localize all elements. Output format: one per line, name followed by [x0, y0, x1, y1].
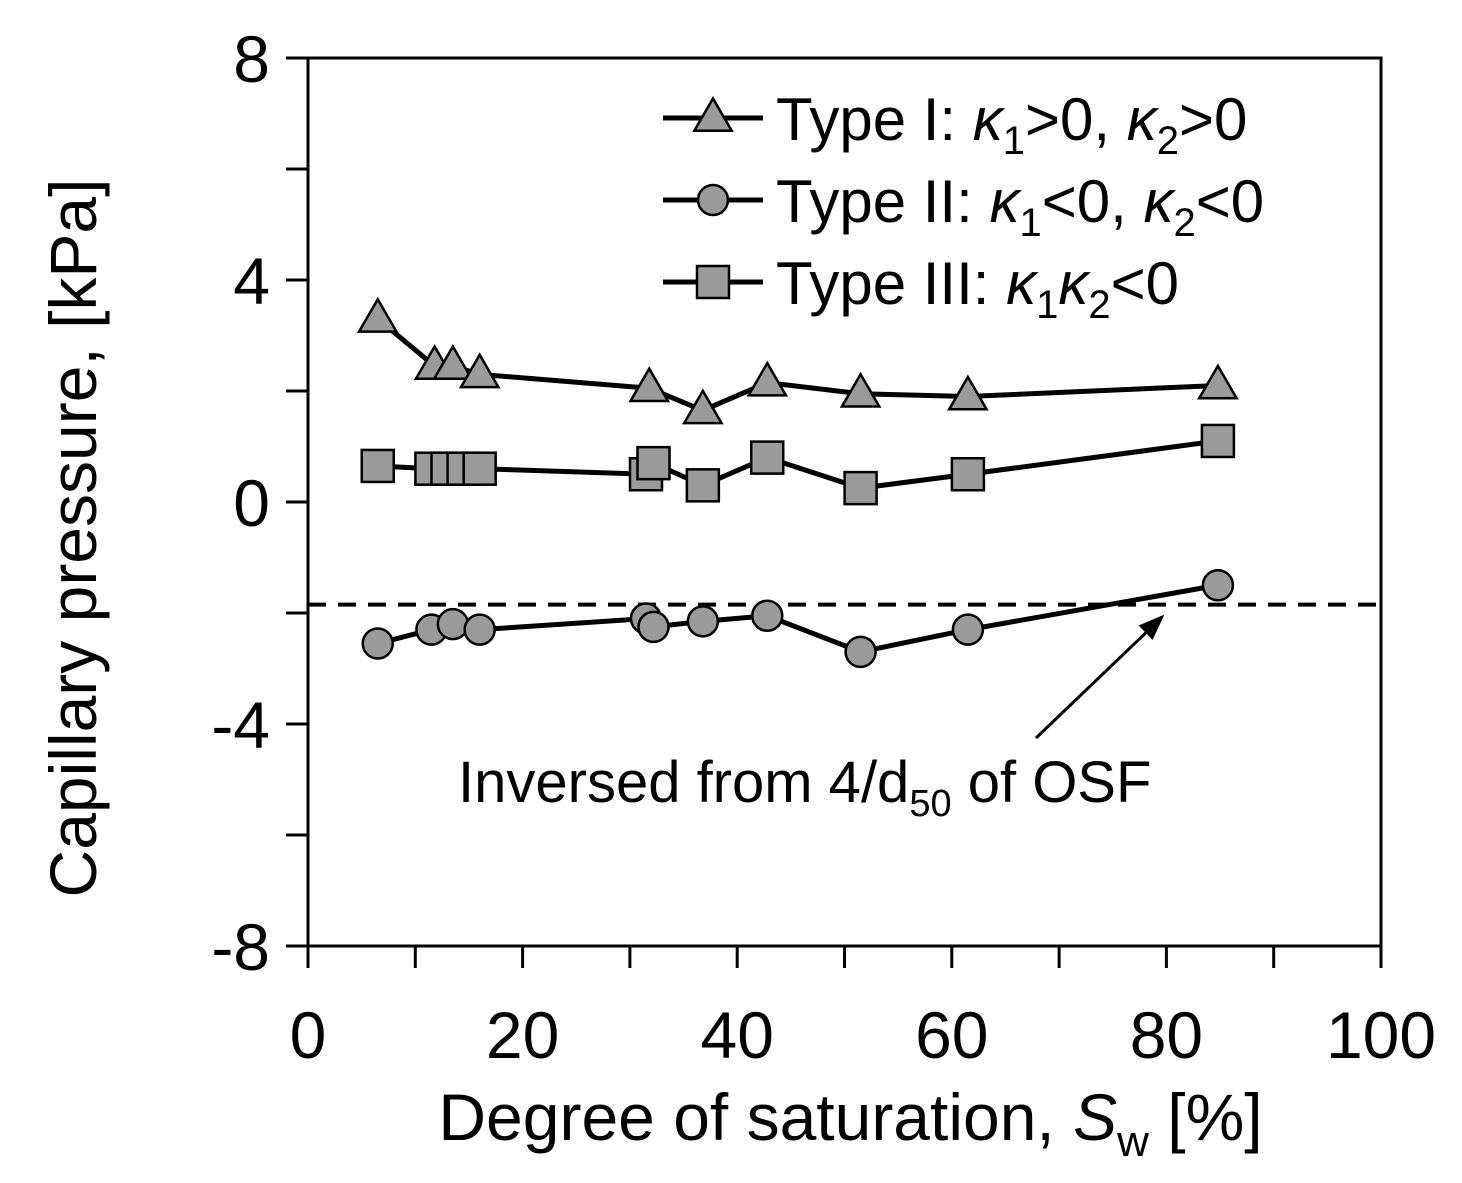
data-point: [746, 360, 789, 397]
data-point: [1197, 363, 1239, 400]
data-point: [951, 613, 985, 646]
y-tick-label: 4: [233, 244, 270, 318]
y-axis-label: Capillary pressure, [kPa]: [36, 179, 110, 898]
series-line: [377, 582, 1219, 655]
annotation-arrow-head: [1138, 614, 1165, 640]
data-point: [950, 457, 986, 492]
annotation: Inversed from 4/d50 of OSF: [458, 614, 1165, 825]
x-tick-label: 60: [915, 998, 988, 1072]
data-point: [436, 607, 470, 641]
data-point: [361, 627, 394, 660]
x-tick-label: 20: [486, 998, 559, 1072]
data-point: [458, 352, 501, 389]
legend-entry: Type I: κ1>0, κ2>0: [663, 86, 1247, 163]
data-point: [686, 605, 720, 638]
data-point: [839, 371, 882, 408]
data-point: [628, 366, 671, 403]
data-point: [1201, 569, 1235, 602]
data-point: [462, 451, 497, 486]
x-axis-label: Degree of saturation, Sw [%]: [438, 1080, 1262, 1166]
annotation-text: Inversed from 4/d50 of OSF: [458, 750, 1151, 825]
annotation-arrow-shaft: [1034, 621, 1158, 740]
data-point: [360, 448, 395, 484]
data-point: [947, 374, 989, 411]
series-line: [377, 438, 1219, 491]
legend-entry: Type II: κ1<0, κ2<0: [663, 168, 1264, 245]
data-point: [844, 635, 877, 669]
data-point: [431, 343, 474, 381]
data-point: [750, 599, 784, 633]
data-point: [843, 470, 878, 506]
y-tick-label: -4: [211, 688, 270, 762]
data-point: [637, 610, 670, 644]
series-type-iii: [360, 423, 1236, 506]
y-tick-label: 0: [233, 466, 270, 540]
legend-entry: Type III: κ1κ2<0: [663, 250, 1179, 327]
data-point: [1200, 423, 1236, 459]
data-point: [681, 388, 724, 425]
legend-marker: [695, 264, 731, 300]
legend-label: Type I: κ1>0, κ2>0: [776, 86, 1247, 163]
legend-marker: [696, 183, 730, 217]
x-tick-label: 100: [1326, 998, 1436, 1072]
data-point: [463, 613, 496, 646]
axis-labels: Degree of saturation, Sw [%] Capillary pr…: [36, 179, 1263, 1166]
ticks: 0 20 40 60 80 100 -8 -4 0 4 8: [211, 22, 1436, 1072]
legend-label: Type III: κ1κ2<0: [776, 250, 1179, 327]
x-tick-label: 40: [700, 998, 773, 1072]
legend-marker: [692, 95, 734, 132]
legend-label: Type II: κ1<0, κ2<0: [776, 168, 1264, 245]
series-type-ii: [361, 569, 1235, 669]
series-line: [376, 316, 1219, 413]
data-point: [685, 468, 721, 503]
data-point: [636, 445, 671, 481]
y-tick-label: -8: [211, 910, 270, 984]
x-tick-label: 80: [1130, 998, 1203, 1072]
x-tick-label: 0: [290, 998, 327, 1072]
series-type-i: [356, 296, 1239, 425]
series-layer: [356, 296, 1239, 669]
data-point: [356, 296, 399, 333]
data-point: [749, 440, 785, 475]
y-tick-label: 8: [233, 22, 270, 96]
